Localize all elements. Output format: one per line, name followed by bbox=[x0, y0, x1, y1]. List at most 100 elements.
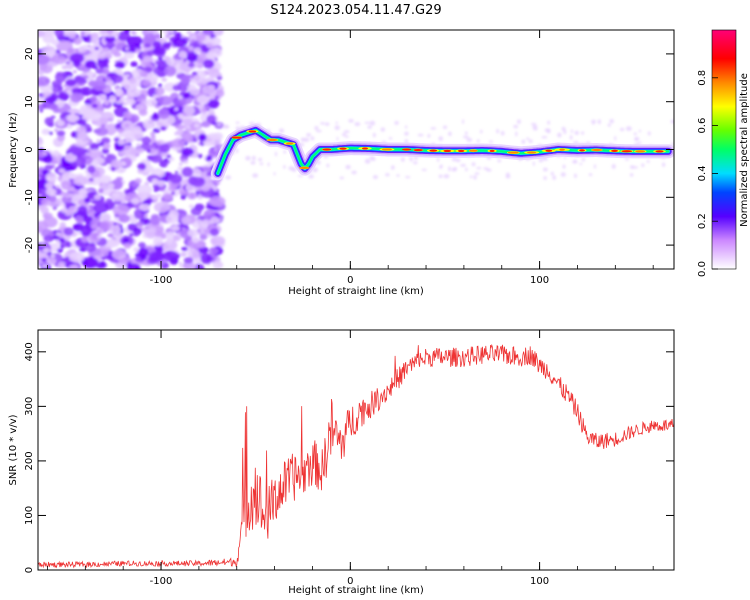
heatmap-noise-blob bbox=[143, 66, 153, 73]
heatmap-noise-blob bbox=[80, 237, 88, 243]
heatmap-noise-blob bbox=[100, 123, 106, 128]
heatmap-noise-blob bbox=[111, 159, 123, 169]
heatmap-noise-blob bbox=[208, 47, 223, 58]
heatmap-noise-blob bbox=[150, 251, 165, 262]
heatmap-noise-blob bbox=[198, 133, 207, 142]
heatmap-noise-blob bbox=[44, 182, 54, 189]
heatmap-halo-blob bbox=[476, 139, 480, 143]
heatmap-noise-blob bbox=[85, 152, 90, 156]
heatmap-noise-blob bbox=[196, 94, 211, 104]
heatmap-noise-blob bbox=[145, 98, 158, 107]
heatmap-noise-blob bbox=[106, 30, 114, 35]
heatmap-ridge-core bbox=[591, 148, 603, 152]
heatmap-ridge-core bbox=[469, 149, 478, 152]
heatmap-halo-blob bbox=[465, 167, 468, 172]
heatmap-noise-blob bbox=[82, 44, 89, 50]
heatmap-halo-blob bbox=[283, 150, 287, 154]
heatmap-halo-blob bbox=[288, 166, 295, 171]
heatmap-halo-blob bbox=[364, 121, 371, 124]
heatmap-noise-blob bbox=[190, 74, 195, 79]
heatmap-noise-blob bbox=[101, 148, 110, 155]
heatmap-noise-blob bbox=[96, 264, 103, 269]
heatmap-halo-blob bbox=[588, 173, 593, 177]
heatmap-noise-blob bbox=[129, 233, 134, 237]
heatmap-halo-blob bbox=[474, 172, 480, 175]
heatmap-noise-blob bbox=[169, 173, 183, 184]
heatmap-noise-blob bbox=[203, 105, 210, 110]
heatmap-noise-blob bbox=[68, 264, 79, 269]
heatmap-noise-blob bbox=[54, 128, 59, 133]
heatmap-noise-blob bbox=[88, 212, 94, 216]
heatmap-noise-blob bbox=[135, 221, 144, 227]
heatmap-noise-blob bbox=[182, 132, 194, 143]
heatmap-noise-blob bbox=[144, 32, 156, 44]
heatmap-halo-blob bbox=[370, 157, 376, 162]
heatmap-noise-blob bbox=[148, 148, 159, 156]
heatmap-halo-blob bbox=[528, 139, 533, 144]
heatmap-noise-blob bbox=[63, 192, 74, 199]
heatmap-noise-blob bbox=[198, 196, 202, 201]
colorbar-gradient bbox=[712, 30, 736, 269]
heatmap-halo-blob bbox=[326, 163, 330, 168]
heatmap-noise-blob bbox=[126, 87, 142, 98]
heatmap-noise-blob bbox=[214, 95, 219, 100]
heatmap-halo-blob bbox=[390, 165, 395, 170]
heatmap-noise-blob bbox=[188, 45, 194, 51]
heatmap-noise-blob bbox=[61, 117, 67, 122]
heatmap-ridge-core bbox=[559, 148, 565, 151]
heatmap-noise-blob bbox=[164, 158, 168, 162]
heatmap-noise-blob bbox=[55, 40, 73, 52]
heatmap-ridge-core bbox=[429, 149, 438, 152]
heatmap-noise-blob bbox=[187, 228, 200, 237]
heatmap-noise-blob bbox=[155, 87, 165, 96]
heatmap-noise-blob bbox=[157, 180, 165, 187]
heatmap-noise-blob bbox=[108, 95, 117, 103]
heatmap-noise-blob bbox=[99, 249, 109, 256]
heatmap-halo-blob bbox=[521, 139, 526, 144]
heatmap-halo-blob bbox=[607, 123, 611, 127]
heatmap-noise-blob bbox=[138, 247, 149, 258]
heatmap-halo-blob bbox=[250, 160, 256, 165]
heatmap-ridge-layer bbox=[210, 123, 674, 181]
heatmap-halo-blob bbox=[394, 120, 399, 125]
heatmap-noise-blob bbox=[209, 108, 214, 112]
heatmap-noise-blob bbox=[163, 65, 177, 77]
colorbar-tick-label: 0.0 bbox=[697, 261, 708, 277]
heatmap-noise-blob bbox=[117, 139, 125, 146]
heatmap-halo-blob bbox=[552, 175, 556, 180]
heatmap-noise-blob bbox=[78, 188, 88, 195]
heatmap-noise-blob bbox=[150, 131, 156, 137]
heatmap-noise-blob bbox=[208, 67, 220, 78]
heatmap-halo-blob bbox=[464, 131, 468, 135]
heatmap-noise-blob bbox=[60, 180, 71, 191]
heatmap-noise-blob bbox=[168, 105, 180, 116]
heatmap-noise-blob bbox=[48, 131, 53, 135]
heatmap-noise-blob bbox=[88, 110, 101, 122]
heatmap-noise-blob bbox=[84, 197, 91, 204]
heatmap-noise-blob bbox=[152, 46, 166, 57]
heatmap-noise-blob bbox=[74, 223, 79, 228]
heatmap-noise-blob bbox=[142, 55, 153, 62]
heatmap-halo-blob bbox=[448, 166, 451, 172]
heatmap-halo-blob bbox=[573, 173, 577, 178]
heatmap-noise-blob bbox=[181, 246, 188, 252]
heatmap-noise-blob bbox=[197, 31, 203, 36]
heatmap-noise-blob bbox=[123, 51, 135, 59]
colorbar-tick-label: 0.4 bbox=[697, 165, 708, 181]
snr-y-tick-label: 400 bbox=[24, 342, 35, 361]
heatmap-halo-blob bbox=[638, 129, 642, 133]
heatmap-noise-blob bbox=[42, 216, 58, 228]
heatmap-halo-blob bbox=[225, 124, 230, 129]
heatmap-noise-blob bbox=[78, 247, 87, 253]
heatmap-halo-blob bbox=[591, 122, 595, 125]
heatmap-noise-blob bbox=[152, 112, 160, 120]
heatmap-x-axis-label: Height of straight line (km) bbox=[288, 286, 424, 297]
heatmap-noise-blob bbox=[38, 169, 44, 175]
heatmap-noise-blob bbox=[168, 30, 175, 34]
heatmap-noise-blob bbox=[143, 43, 151, 49]
heatmap-noise-blob bbox=[205, 30, 212, 36]
heatmap-noise-blob bbox=[87, 165, 96, 174]
heatmap-noise-blob bbox=[101, 256, 106, 261]
heatmap-noise-blob bbox=[130, 198, 140, 205]
heatmap-noise-blob bbox=[70, 92, 82, 103]
